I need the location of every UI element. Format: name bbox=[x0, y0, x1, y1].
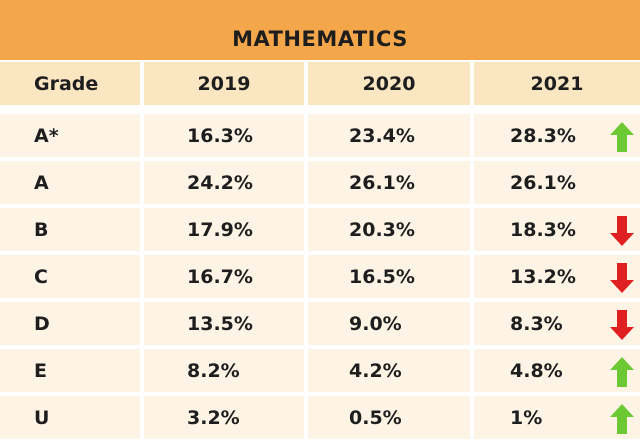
header-2021: 2021 bbox=[474, 62, 640, 105]
value-2019-cell: 13.5% bbox=[144, 302, 304, 345]
title-bar: MATHEMATICS bbox=[0, 0, 640, 60]
value-2019-cell: 24.2% bbox=[144, 161, 304, 204]
arrow-down-icon bbox=[610, 216, 634, 246]
value-2020-cell: 20.3% bbox=[308, 208, 470, 251]
table-header-row: Grade 2019 2020 2021 bbox=[0, 62, 640, 105]
grade-cell: A* bbox=[0, 114, 140, 157]
value-2020-cell: 26.1% bbox=[308, 161, 470, 204]
value-2021-cell: 4.8% bbox=[474, 349, 640, 392]
table-row: E 8.2% 4.2% 4.8% bbox=[0, 349, 640, 392]
header-2020: 2020 bbox=[308, 62, 470, 105]
grade-cell: U bbox=[0, 396, 140, 439]
value-2021-cell: 1% bbox=[474, 396, 640, 439]
value-2021-cell: 28.3% bbox=[474, 114, 640, 157]
grade-cell: A bbox=[0, 161, 140, 204]
header-grade: Grade bbox=[0, 62, 140, 105]
value-2020-cell: 16.5% bbox=[308, 255, 470, 298]
grade-cell: D bbox=[0, 302, 140, 345]
grade-cell: C bbox=[0, 255, 140, 298]
table-row: U 3.2% 0.5% 1% bbox=[0, 396, 640, 439]
value-2019-cell: 16.7% bbox=[144, 255, 304, 298]
table-row: A 24.2% 26.1% 26.1% bbox=[0, 161, 640, 204]
grade-cell: B bbox=[0, 208, 140, 251]
grade-cell: E bbox=[0, 349, 140, 392]
table-row: B 17.9% 20.3% 18.3% bbox=[0, 208, 640, 251]
value-2020-cell: 9.0% bbox=[308, 302, 470, 345]
value-2021-cell: 26.1% bbox=[474, 161, 640, 204]
table-row: D 13.5% 9.0% 8.3% bbox=[0, 302, 640, 345]
value-2021-cell: 8.3% bbox=[474, 302, 640, 345]
table-row: A* 16.3% 23.4% 28.3% bbox=[0, 114, 640, 157]
table-title: MATHEMATICS bbox=[232, 27, 408, 51]
value-2019-cell: 16.3% bbox=[144, 114, 304, 157]
value-2020-cell: 4.2% bbox=[308, 349, 470, 392]
value-2019-cell: 3.2% bbox=[144, 396, 304, 439]
value-2020-cell: 23.4% bbox=[308, 114, 470, 157]
table-row: C 16.7% 16.5% 13.2% bbox=[0, 255, 640, 298]
value-2019-cell: 17.9% bbox=[144, 208, 304, 251]
value-2021-cell: 18.3% bbox=[474, 208, 640, 251]
header-2019: 2019 bbox=[144, 62, 304, 105]
value-2020-cell: 0.5% bbox=[308, 396, 470, 439]
arrow-up-icon bbox=[610, 404, 634, 434]
arrow-up-icon bbox=[610, 357, 634, 387]
arrow-down-icon bbox=[610, 263, 634, 293]
arrow-down-icon bbox=[610, 310, 634, 340]
value-2019-cell: 8.2% bbox=[144, 349, 304, 392]
value-2021-cell: 13.2% bbox=[474, 255, 640, 298]
arrow-up-icon bbox=[610, 122, 634, 152]
